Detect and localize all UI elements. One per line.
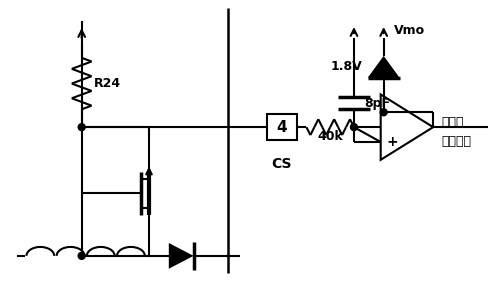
Text: 1.8V: 1.8V — [330, 60, 362, 73]
Text: 电流检测: 电流检测 — [441, 135, 471, 149]
Circle shape — [78, 124, 85, 131]
Circle shape — [350, 124, 358, 131]
Text: 比较器: 比较器 — [441, 116, 464, 129]
Circle shape — [78, 252, 85, 259]
Text: 4: 4 — [276, 120, 287, 135]
Circle shape — [380, 109, 387, 116]
Text: CS: CS — [272, 157, 292, 171]
Polygon shape — [169, 243, 194, 269]
Polygon shape — [368, 56, 400, 78]
Text: 8pF: 8pF — [364, 97, 390, 110]
Text: −: − — [386, 105, 399, 120]
Text: 40k: 40k — [318, 130, 343, 143]
Bar — [267, 114, 296, 140]
Text: +: + — [387, 135, 398, 149]
Text: R24: R24 — [94, 77, 120, 90]
Text: Vmo: Vmo — [394, 24, 424, 37]
